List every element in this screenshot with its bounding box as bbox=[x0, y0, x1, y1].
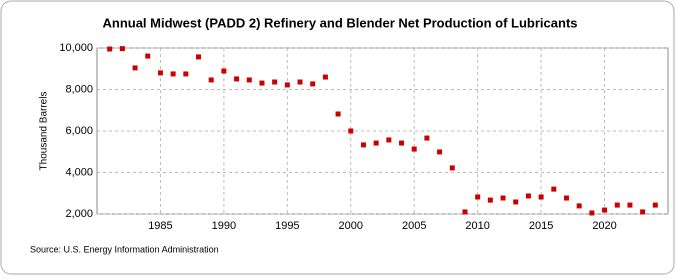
point bbox=[145, 53, 151, 59]
point bbox=[297, 79, 303, 85]
point bbox=[284, 82, 290, 88]
point bbox=[183, 71, 189, 77]
y-axis-label: Thousand Barrels bbox=[39, 92, 50, 171]
point bbox=[475, 194, 481, 200]
x-tick-label: 2020 bbox=[592, 220, 616, 232]
y-tick-label: 4,000 bbox=[65, 166, 93, 178]
point bbox=[221, 68, 227, 74]
point bbox=[424, 135, 430, 141]
point bbox=[259, 80, 265, 86]
chart-title: Annual Midwest (PADD 2) Refinery and Ble… bbox=[102, 15, 577, 30]
point bbox=[500, 195, 506, 201]
x-tick-label: 1985 bbox=[148, 220, 172, 232]
x-tick-label: 2005 bbox=[402, 220, 426, 232]
point bbox=[399, 140, 405, 146]
point bbox=[170, 71, 176, 77]
y-tick-label: 10,000 bbox=[59, 42, 93, 54]
point bbox=[208, 77, 214, 83]
point bbox=[335, 111, 341, 117]
point bbox=[246, 77, 252, 83]
y-tick-label: 6,000 bbox=[65, 125, 93, 137]
point bbox=[310, 81, 316, 87]
point bbox=[627, 202, 633, 208]
point bbox=[272, 79, 278, 85]
point bbox=[487, 197, 493, 203]
point bbox=[614, 202, 620, 208]
x-tick-label: 2015 bbox=[529, 220, 553, 232]
y-tick-label: 2,000 bbox=[65, 208, 93, 220]
point bbox=[589, 210, 595, 216]
point bbox=[132, 65, 138, 71]
point bbox=[348, 128, 354, 134]
point bbox=[513, 199, 519, 205]
point bbox=[157, 70, 163, 76]
point bbox=[119, 46, 125, 52]
point bbox=[373, 140, 379, 146]
point bbox=[411, 146, 417, 152]
point bbox=[449, 165, 455, 171]
point bbox=[107, 46, 113, 52]
y-tick-label: 8,000 bbox=[65, 83, 93, 95]
point bbox=[551, 186, 557, 192]
x-tick-label: 1990 bbox=[212, 220, 236, 232]
point bbox=[437, 149, 443, 155]
point bbox=[602, 207, 608, 213]
source: Source: U.S. Energy Information Administ… bbox=[30, 244, 219, 254]
point bbox=[640, 209, 646, 215]
point bbox=[386, 137, 392, 143]
x-tick-label: 2000 bbox=[339, 220, 363, 232]
point bbox=[234, 76, 240, 82]
point bbox=[360, 142, 366, 148]
point bbox=[563, 195, 569, 201]
point bbox=[196, 54, 202, 60]
x-tick-label: 2010 bbox=[465, 220, 489, 232]
point bbox=[652, 202, 658, 208]
point bbox=[576, 203, 582, 209]
point bbox=[322, 74, 328, 80]
point bbox=[462, 209, 468, 215]
point bbox=[525, 193, 531, 199]
x-tick-label: 1995 bbox=[275, 220, 299, 232]
point bbox=[538, 194, 544, 200]
